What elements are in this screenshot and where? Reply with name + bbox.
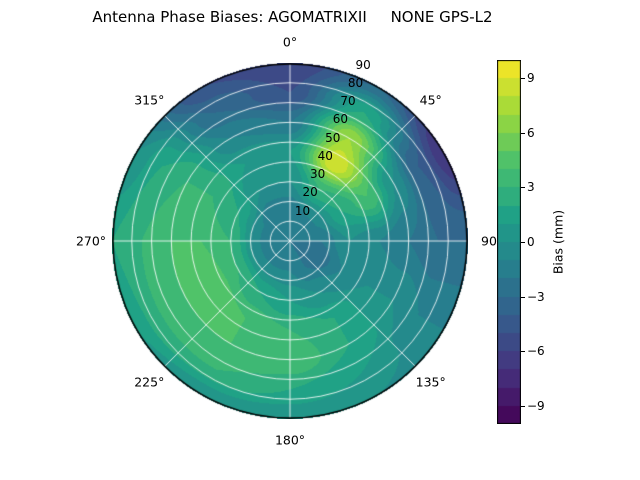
azimuth-tick-label: 180°	[274, 432, 306, 448]
colorbar-tick-label: −3	[527, 289, 545, 304]
colorbar-tick-label: 6	[527, 125, 535, 140]
colorbar-tick-mark	[521, 351, 525, 353]
colorbar-tick-mark	[521, 78, 525, 80]
colorbar-tick-mark	[521, 132, 525, 134]
azimuth-tick-label: 270°	[75, 233, 107, 249]
azimuth-tick-label: 90	[481, 233, 497, 249]
polar-contour-plot	[112, 63, 468, 419]
colorbar-tick-label: −6	[527, 344, 545, 359]
colorbar-tick-label: 3	[527, 180, 535, 195]
colorbar-tick-label: −9	[527, 398, 545, 413]
colorbar-tick-mark	[521, 187, 525, 189]
colorbar-tick-mark	[521, 242, 525, 243]
colorbar-gradient	[497, 60, 521, 424]
colorbar-tick-label: 0	[527, 235, 535, 249]
colorbar-tick-mark	[521, 296, 525, 298]
azimuth-tick-label: 0°	[282, 34, 298, 50]
chart-title: Antenna Phase Biases: AGOMATRIXII NONE G…	[92, 8, 493, 26]
colorbar-axis-label: Bias (mm)	[550, 209, 566, 275]
colorbar-tick-mark	[521, 405, 525, 407]
colorbar-tick-label: 9	[527, 71, 535, 86]
